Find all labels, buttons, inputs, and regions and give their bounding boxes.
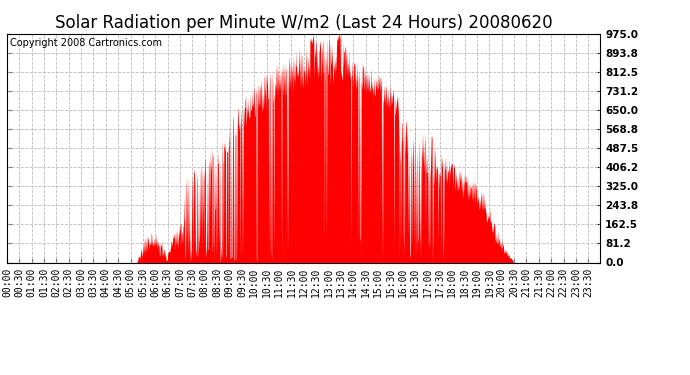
Text: Copyright 2008 Cartronics.com: Copyright 2008 Cartronics.com bbox=[10, 38, 162, 48]
Title: Solar Radiation per Minute W/m2 (Last 24 Hours) 20080620: Solar Radiation per Minute W/m2 (Last 24… bbox=[55, 14, 553, 32]
